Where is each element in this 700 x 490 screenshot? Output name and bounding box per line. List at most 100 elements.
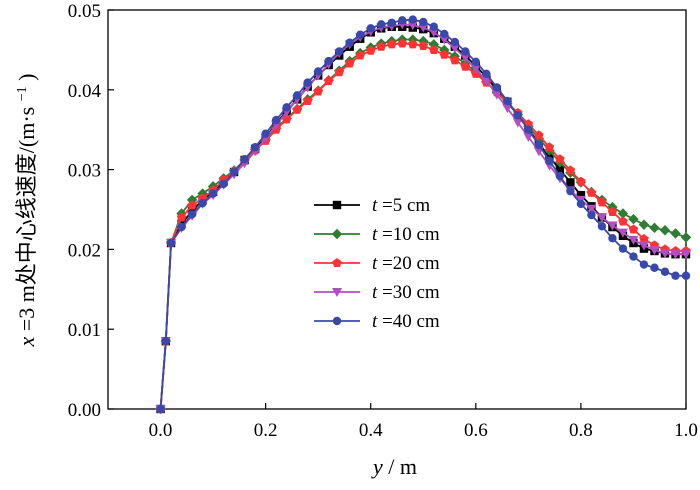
data-point	[418, 23, 429, 33]
data-point	[344, 58, 355, 68]
data-point	[166, 238, 176, 248]
legend-item: t =5 cm	[314, 195, 430, 216]
data-point	[670, 228, 681, 239]
series-line	[159, 23, 686, 410]
data-point	[639, 234, 649, 244]
data-point	[250, 143, 260, 152]
data-point	[440, 29, 449, 39]
y-tick-label: 0.00	[68, 400, 101, 421]
data-point	[649, 222, 660, 234]
series-line	[159, 25, 686, 410]
data-point	[450, 55, 460, 65]
x-tick-label: 0.0	[149, 420, 173, 441]
data-point	[177, 222, 186, 232]
data-point	[334, 67, 344, 77]
data-point	[681, 271, 691, 280]
data-point	[408, 15, 417, 24]
data-point	[607, 221, 618, 231]
data-point	[639, 260, 649, 269]
y-axis-label: x =3 m处中心线速度/(m·s −1 )	[6, 74, 39, 348]
series-layer	[155, 15, 692, 415]
x-axis-label-unit: m	[400, 454, 417, 479]
data-point	[680, 232, 692, 243]
data-point	[302, 95, 313, 106]
x-tick-label: 0.6	[464, 420, 488, 441]
data-point	[555, 154, 565, 164]
data-point	[450, 37, 459, 47]
data-point	[460, 61, 471, 71]
data-point	[449, 44, 460, 54]
data-point	[618, 216, 628, 226]
data-point	[313, 86, 323, 96]
data-point	[156, 404, 165, 414]
data-point	[398, 16, 407, 25]
data-point	[597, 222, 607, 231]
data-point	[638, 241, 649, 251]
data-point	[482, 69, 491, 79]
data-point	[365, 45, 376, 55]
data-point	[292, 104, 302, 114]
legend-label: t =10 cm	[372, 224, 440, 245]
y-axis-label-var: x	[14, 336, 39, 347]
data-point	[503, 96, 512, 106]
data-point	[649, 246, 660, 256]
data-point	[439, 49, 450, 59]
data-point	[345, 38, 354, 47]
data-point	[418, 40, 429, 50]
x-tick-label: 1.0	[674, 420, 698, 441]
data-point	[335, 47, 344, 56]
data-point	[502, 104, 513, 114]
data-point	[408, 39, 418, 49]
series-5	[156, 15, 691, 414]
data-point	[428, 28, 439, 38]
data-point	[555, 171, 565, 181]
data-point	[566, 186, 575, 196]
y-tick-label: 0.02	[68, 240, 101, 261]
plot-frame	[107, 9, 687, 410]
data-point	[261, 129, 270, 138]
data-point	[282, 103, 291, 112]
y-axis-label-close: )	[14, 74, 39, 81]
data-point	[628, 213, 639, 225]
data-point	[607, 206, 618, 216]
x-axis-label-var: y	[371, 454, 383, 479]
data-point	[617, 228, 628, 238]
data-point	[324, 56, 333, 66]
legend-item: t =40 cm	[314, 311, 440, 332]
data-point	[628, 224, 639, 234]
data-point	[565, 165, 576, 175]
data-point	[545, 156, 554, 166]
data-point	[586, 187, 597, 197]
y-tick-label: 0.03	[68, 161, 101, 182]
data-point	[492, 83, 502, 92]
data-point	[481, 77, 492, 87]
data-point	[629, 252, 638, 261]
data-point	[638, 219, 650, 230]
legend-label: t =40 cm	[372, 311, 440, 332]
data-point	[576, 176, 586, 186]
legend-marker	[332, 258, 342, 268]
legend-marker	[332, 288, 342, 297]
legend-marker	[332, 316, 342, 326]
data-point	[617, 208, 629, 219]
legend-marker	[332, 200, 342, 210]
data-point	[524, 125, 533, 134]
data-point	[198, 198, 207, 208]
data-point	[281, 114, 292, 124]
x-axis-label: y / m	[371, 454, 417, 479]
data-point	[187, 210, 197, 219]
data-point	[397, 38, 408, 48]
data-point	[576, 199, 586, 209]
data-point	[566, 178, 575, 187]
y-tick-label: 0.01	[68, 320, 101, 341]
x-tick-label: 0.8	[569, 420, 593, 441]
data-point	[608, 234, 617, 243]
data-point	[219, 179, 228, 189]
data-point	[650, 263, 659, 272]
data-point	[429, 44, 439, 54]
data-point	[407, 21, 418, 31]
series-4	[155, 20, 691, 414]
data-point	[366, 24, 375, 33]
data-point	[471, 57, 481, 67]
legend-marker	[331, 228, 343, 240]
